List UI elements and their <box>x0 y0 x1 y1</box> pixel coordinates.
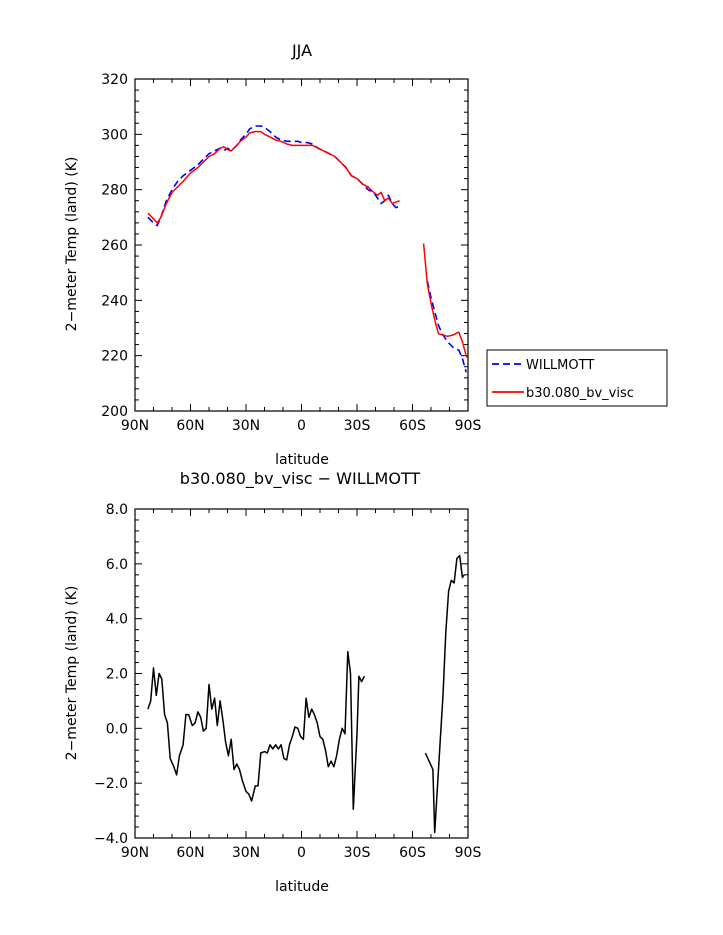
y-axis-label-bottom: 2−meter Temp (land) (K) <box>64 586 80 761</box>
y-tick-label-bottom: 4.0 <box>106 612 128 628</box>
x-tick-label-top: 30N <box>232 418 260 434</box>
plot-area-top: 90N 60N 30N 0 30S 60S 90S 200 220 240 260 280 300 320 <box>101 72 481 434</box>
y-tick-label-bottom: 2.0 <box>106 667 128 683</box>
y-tick-label-top: 200 <box>101 404 128 420</box>
y-tick-label-top: 220 <box>101 349 128 365</box>
x-tick-label-bottom: 0 <box>297 845 306 861</box>
y-tick-label-bottom: 0.0 <box>106 721 128 737</box>
y-tick-label-bottom: 6.0 <box>106 557 128 573</box>
series-line-willmott <box>426 280 467 373</box>
series-line-b30-080-bv-visc <box>422 243 469 359</box>
y-tick-label-top: 300 <box>101 127 128 143</box>
y-tick-label-top: 320 <box>101 72 128 88</box>
y-tick-label-top: 280 <box>101 183 128 199</box>
legend-box <box>486 349 668 407</box>
x-tick-label-bottom: 30S <box>344 845 371 861</box>
y-tick-label-top: 240 <box>101 293 128 309</box>
y-tick-label-bottom: 8.0 <box>106 502 128 518</box>
plot-frame-top <box>134 78 469 412</box>
chart-title-top: JJA <box>291 41 312 60</box>
x-axis-label-top: latitude <box>275 452 329 468</box>
x-tick-label-top: 0 <box>297 418 306 434</box>
legend: WILLMOTT b30.080_bv_visc <box>486 349 668 407</box>
legend-label-willmott: WILLMOTT <box>526 358 594 373</box>
x-tick-label-top: 60N <box>176 418 204 434</box>
series-line-difference <box>424 554 465 834</box>
x-tick-label-bottom: 60S <box>399 845 426 861</box>
y-axis-label-top: 2−meter Temp (land) (K) <box>64 157 80 332</box>
x-tick-label-top: 60S <box>399 418 426 434</box>
x-axis-label-bottom: latitude <box>275 879 329 895</box>
plot-frame-bottom <box>134 508 469 839</box>
x-tick-label-top: 90S <box>455 418 482 434</box>
chart-title-bottom: b30.080_bv_visc − WILLMOTT <box>180 469 421 489</box>
x-tick-label-bottom: 30N <box>232 845 260 861</box>
legend-label-model: b30.080_bv_visc <box>526 386 634 401</box>
panel-top: JJA latitude 2−meter Temp (land) (K) 90N… <box>64 41 668 468</box>
y-tick-label-top: 260 <box>101 238 128 254</box>
series-line-b30-080-bv-visc <box>147 130 400 224</box>
plot-area-bottom: 90N 60N 30N 0 30S 60S 90S −4.0 −2.0 0.0 2.0 4.0 6.0 8… <box>94 502 481 861</box>
x-tick-label-bottom: 90S <box>455 845 482 861</box>
x-tick-label-top: 90N <box>121 418 149 434</box>
x-tick-label-top: 30S <box>344 418 371 434</box>
panel-bottom: b30.080_bv_visc − WILLMOTT latitude 2−me… <box>64 469 481 895</box>
series-line-difference <box>147 650 366 810</box>
y-tick-label-bottom: −2.0 <box>94 776 128 792</box>
series-line-willmott <box>147 125 400 227</box>
x-tick-label-bottom: 90N <box>121 845 149 861</box>
x-tick-label-bottom: 60N <box>176 845 204 861</box>
y-tick-label-bottom: −4.0 <box>94 831 128 847</box>
